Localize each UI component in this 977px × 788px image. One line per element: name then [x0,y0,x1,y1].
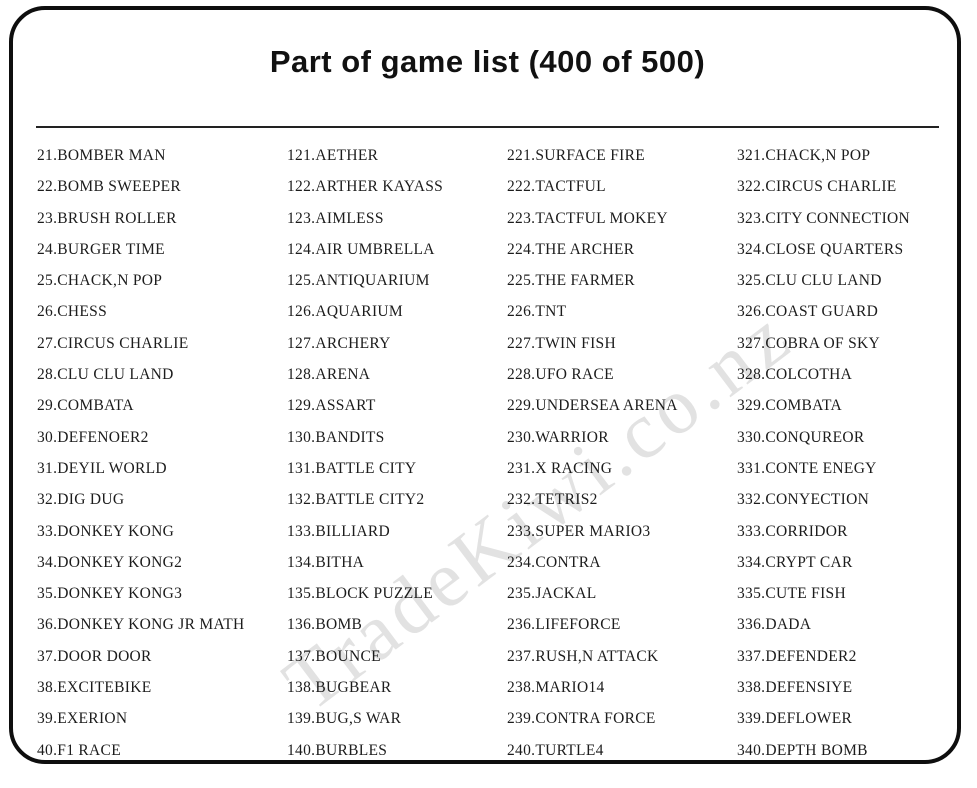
list-item: 31.DEYIL WORLD [37,459,167,477]
list-item: 137.BOUNCE [287,647,381,665]
list-item: 325.CLU CLU LAND [737,272,882,290]
list-item: 336.DADA [737,616,812,634]
list-item: 28.CLU CLU LAND [37,366,174,384]
list-item: 233.SUPER MARIO3 [507,522,651,540]
title-divider-line [36,126,939,128]
list-item: 39.EXERION [37,710,128,728]
list-item: 226.TNT [507,303,567,321]
list-item: 123.AIMLESS [287,209,384,227]
list-item: 25.CHACK,N POP [37,272,163,290]
list-item: 135.BLOCK PUZZLE [287,585,434,603]
list-item: 138.BUGBEAR [287,679,392,697]
list-item: 124.AIR UMBRELLA [287,240,435,258]
list-item: 24.BURGER TIME [37,240,165,258]
game-column-3: 221.SURFACE FIRE 222.TACTFUL 223.TACTFUL M… [507,140,735,766]
list-item: 333.CORRIDOR [737,522,848,540]
list-item: 234.CONTRA [507,553,601,571]
list-item: 129.ASSART [287,397,376,415]
list-item: 27.CIRCUS CHARLIE [37,334,189,352]
list-item: 37.DOOR DOOR [37,647,152,665]
list-item: 328.COLCOTHA [737,366,853,384]
list-item: 33.DONKEY KONG [37,522,175,540]
list-item: 232.TETRIS2 [507,491,598,509]
list-item: 34.DONKEY KONG2 [37,553,183,571]
list-item: 133.BILLIARD [287,522,391,540]
list-item: 334.CRYPT CAR [737,553,853,571]
list-item: 38.EXCITEBIKE [37,679,152,697]
page-title: Part of game list (400 of 500) [269,44,706,79]
list-item: 237.RUSH,N ATTACK [507,647,659,665]
list-item: 335.CUTE FISH [737,585,846,603]
list-item: 26.CHESS [37,303,108,321]
list-item: 239.CONTRA FORCE [507,710,656,728]
list-item: 30.DEFENOER2 [37,428,149,446]
list-item: 332.CONYECTION [737,491,870,509]
list-item: 225.THE FARMER [507,272,635,290]
list-item: 321.CHACK,N POP [737,147,871,164]
list-item: 227.TWIN FISH [507,334,616,352]
list-item: 238.MARIO14 [507,679,605,697]
list-item: 40.F1 RACE [37,741,121,759]
list-item: 322.CIRCUS CHARLIE [737,178,897,196]
list-item: 228.UFO RACE [507,366,614,384]
list-item: 331.CONTE ENEGY [737,459,877,477]
game-column-2: 121.AETHER 122.ARTHER KAYASS 123.AIMLESS 12… [287,140,505,766]
list-item: 231.X RACING [507,459,613,477]
list-item: 326.COAST GUARD [737,303,879,321]
list-item: 125.ANTIQUARIUM [287,272,430,290]
list-item: 329.COMBATA [737,397,842,415]
list-item: 134.BITHA [287,553,365,571]
list-item: 21.BOMBER MAN [37,147,166,164]
list-item: 223.TACTFUL MOKEY [507,209,668,227]
list-item: 32.DIG DUG [37,491,125,509]
list-item: 136.BOMB [287,616,363,634]
list-item: 235.JACKAL [507,585,597,603]
list-item: 338.DEFENSIYE [737,679,853,697]
list-item: 339.DEFLOWER [737,710,853,728]
list-item: 139.BUG,S WAR [287,710,402,728]
list-item: 29.COMBATA [37,397,134,415]
list-item: 22.BOMB SWEEPER [37,178,182,196]
list-item: 131.BATTLE CITY [287,459,417,477]
game-column-4: 321.CHACK,N POP 322.CIRCUS CHARLIE 323.CIT… [737,140,949,766]
list-item: 324.CLOSE QUARTERS [737,240,904,258]
game-column-1: 21.BOMBER MAN 22.BOMB SWEEPER 23.BRUSH ROL… [37,140,285,766]
list-item: 36.DONKEY KONG JR MATH [37,616,245,634]
list-item: 224.THE ARCHER [507,240,635,258]
list-item: 340.DEPTH BOMB [737,741,868,759]
list-item: 230.WARRIOR [507,428,609,446]
list-item: 222.TACTFUL [507,178,606,196]
list-item: 330.CONQUREOR [737,428,865,446]
list-item: 140.BURBLES [287,741,388,759]
list-item: 337.DEFENDER2 [737,647,857,665]
list-item: 323.CITY CONNECTION [737,209,911,227]
list-item: 121.AETHER [287,147,379,164]
list-item: 327.COBRA OF SKY [737,334,881,352]
list-item: 128.ARENA [287,366,371,384]
list-item: 23.BRUSH ROLLER [37,209,177,227]
list-item: 127.ARCHERY [287,334,391,352]
list-item: 35.DONKEY KONG3 [37,585,183,603]
list-item: 236.LIFEFORCE [507,616,621,634]
list-item: 229.UNDERSEA ARENA [507,397,678,415]
list-item: 130.BANDITS [287,428,385,446]
list-item: 122.ARTHER KAYASS [287,178,444,196]
list-item: 126.AQUARIUM [287,303,403,321]
list-item: 221.SURFACE FIRE [507,147,646,164]
list-item: 132.BATTLE CITY2 [287,491,425,509]
list-item: 240.TURTLE4 [507,741,604,759]
